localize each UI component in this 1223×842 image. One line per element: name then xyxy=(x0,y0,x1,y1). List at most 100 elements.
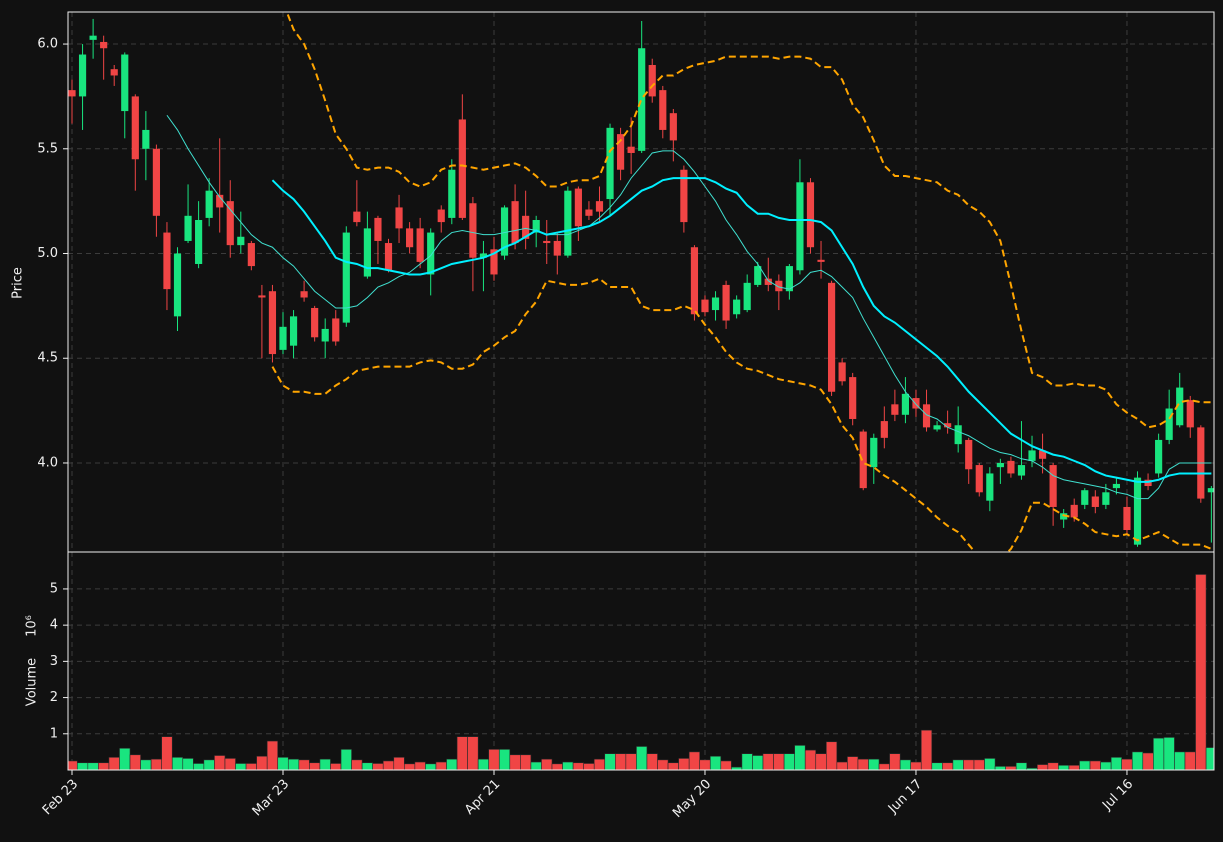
candle-body xyxy=(827,282,836,392)
volume-bar xyxy=(804,749,817,770)
candle-body xyxy=(986,473,994,501)
candle-body xyxy=(490,249,498,275)
volume-bar xyxy=(76,762,89,770)
volume-bar xyxy=(551,763,563,770)
volume-bar xyxy=(224,758,236,770)
candle-body xyxy=(922,404,931,428)
volume-bar xyxy=(404,763,416,770)
volume-bar xyxy=(752,755,764,770)
candle-body xyxy=(891,404,899,415)
candle-body xyxy=(859,431,867,489)
y-axis-label: Volume xyxy=(25,658,40,706)
y-tick-label: 1 xyxy=(50,726,58,741)
candle-body xyxy=(638,48,646,151)
candle-body xyxy=(1038,450,1047,459)
candle-body xyxy=(1133,477,1142,545)
volume-bar xyxy=(1089,760,1101,770)
band-line xyxy=(271,277,1212,552)
candle-body xyxy=(205,190,213,218)
candle-body xyxy=(701,299,709,313)
volume-bar xyxy=(1121,758,1133,770)
volume-bar xyxy=(287,758,300,770)
volume-bar xyxy=(583,763,595,770)
volume-bar xyxy=(699,759,711,770)
volume-bar xyxy=(783,753,795,770)
y-tick-label: 4.0 xyxy=(37,455,58,470)
volume-bar xyxy=(530,761,542,770)
volume-bar xyxy=(235,763,247,770)
y-axis-unit: 10⁶ xyxy=(25,615,40,637)
candle-body xyxy=(543,240,551,244)
candle-body xyxy=(163,232,171,290)
candle-body xyxy=(754,266,762,285)
volume-bar xyxy=(182,758,194,770)
volume-bar xyxy=(108,757,120,770)
volume-plot xyxy=(68,574,1214,770)
candle-body xyxy=(965,439,973,470)
volume-bar xyxy=(899,759,911,770)
candle-body xyxy=(680,169,688,223)
candle-body xyxy=(131,96,139,160)
candle-body xyxy=(1007,460,1015,474)
volume-bar xyxy=(857,758,869,770)
volume-bar xyxy=(910,761,922,770)
volume-bar xyxy=(942,762,954,770)
candle-body xyxy=(849,377,857,419)
candle-body xyxy=(1176,387,1184,426)
volume-bar xyxy=(372,763,384,770)
volume-bar xyxy=(488,749,500,770)
candle-body xyxy=(384,243,393,271)
candle-body xyxy=(880,421,888,438)
candle-body xyxy=(627,146,635,153)
volume-bar xyxy=(435,761,447,770)
volume-bar xyxy=(87,762,99,770)
candle-body xyxy=(1207,488,1214,493)
volume-bar xyxy=(1174,751,1186,770)
average-line xyxy=(166,114,1212,500)
candle-body xyxy=(1144,479,1152,487)
candle-body xyxy=(479,253,488,258)
candle-body xyxy=(574,188,582,227)
y-tick-label: 5.0 xyxy=(37,246,58,261)
candle-body xyxy=(933,425,941,430)
volume-bar xyxy=(119,747,131,770)
volume-bar xyxy=(266,740,279,770)
candle-body xyxy=(785,266,793,292)
volume-bar xyxy=(984,758,996,770)
volume-bar xyxy=(1005,766,1017,770)
volume-bar xyxy=(815,753,827,770)
candle-body xyxy=(806,182,815,248)
volume-bar xyxy=(150,758,162,770)
candle-body xyxy=(289,316,298,346)
volume-bar xyxy=(477,758,490,770)
volume-bar xyxy=(625,753,637,770)
candle-body xyxy=(553,240,561,256)
candle-body xyxy=(764,278,772,285)
volume-bar xyxy=(973,759,985,770)
candle-body xyxy=(89,35,97,40)
volume-bar xyxy=(572,762,584,770)
volume-bar xyxy=(994,766,1006,770)
candle-body xyxy=(870,437,878,468)
volume-bar xyxy=(836,761,848,770)
candle-body xyxy=(311,307,319,338)
candle-body xyxy=(321,328,329,342)
candle-body xyxy=(100,41,108,49)
volume-bar xyxy=(709,755,722,770)
candle-body xyxy=(195,219,203,264)
volume-bar xyxy=(98,762,110,770)
volume-bar xyxy=(393,757,405,770)
candle-body xyxy=(944,423,952,428)
candle-body xyxy=(268,291,277,355)
volume-bar xyxy=(256,755,268,770)
volume-bar xyxy=(1110,757,1122,770)
candle-body xyxy=(1049,465,1057,507)
candle-body xyxy=(279,326,287,350)
candle-body xyxy=(184,215,192,241)
volume-bar xyxy=(920,729,933,770)
candle-body xyxy=(121,54,129,112)
volume-bar xyxy=(826,741,838,770)
